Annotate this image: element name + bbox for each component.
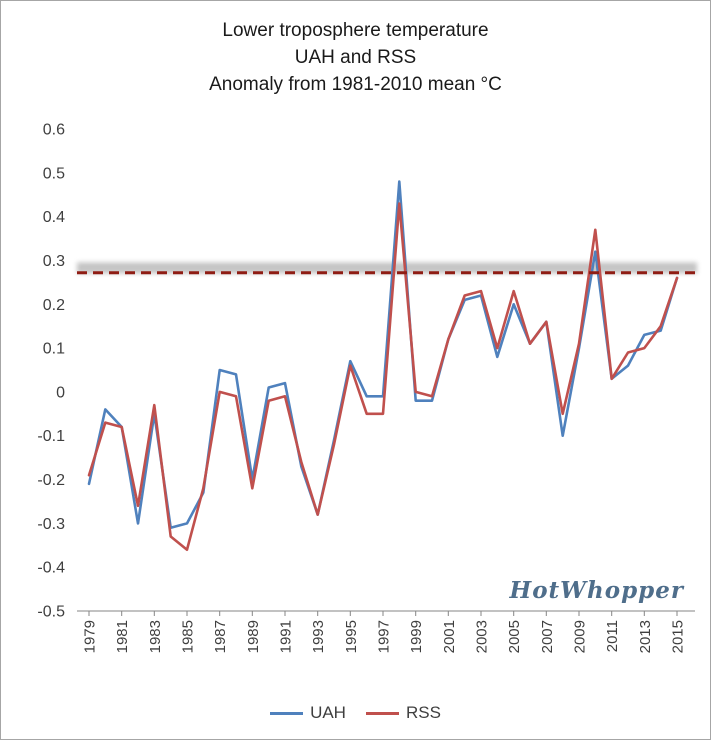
- watermark: HotWhopper: [509, 577, 684, 604]
- chart-title-line3: Anomaly from 1981-2010 mean °C: [209, 74, 502, 95]
- uah-line-swatch: [270, 711, 304, 715]
- y-axis-label: -0.3: [37, 516, 65, 533]
- y-axis-label: -0.5: [37, 604, 65, 621]
- x-axis-label: 1991: [278, 620, 295, 653]
- x-axis-label: 2005: [506, 620, 523, 653]
- legend-label-rss: RSS: [405, 703, 441, 722]
- x-axis-label: 2001: [441, 620, 458, 653]
- x-axis-label: 1993: [310, 620, 327, 653]
- legend: UAH RSS: [1, 703, 710, 723]
- x-axis-label: 1987: [212, 620, 229, 653]
- chart-title-line2: UAH and RSS: [294, 47, 417, 68]
- legend-item-rss: RSS: [365, 703, 441, 723]
- y-axis-label: -0.2: [37, 472, 65, 489]
- legend-item-uah: UAH: [270, 703, 346, 723]
- y-axis-label: -0.4: [37, 560, 65, 577]
- y-axis-label: 0.2: [43, 297, 65, 314]
- x-axis-label: 1985: [180, 620, 197, 653]
- x-axis-label: 1983: [147, 620, 164, 653]
- series-line-rss: [87, 202, 679, 552]
- x-axis-label: 1989: [245, 620, 262, 653]
- rss-line-swatch: [365, 711, 399, 715]
- legend-label-uah: UAH: [310, 703, 346, 722]
- x-axis-label: 2003: [474, 620, 491, 653]
- gray-reference-band: [77, 262, 697, 274]
- x-axis-label: 1999: [408, 620, 425, 653]
- x-axis-label: 2015: [670, 620, 687, 653]
- y-axis-label: 0.4: [43, 209, 65, 226]
- x-axis-label: 1995: [343, 620, 360, 653]
- y-axis-label: 0.6: [43, 122, 65, 139]
- x-axis-label: 1997: [376, 620, 393, 653]
- x-axis-label: 2009: [572, 620, 589, 653]
- y-axis-label: 0.3: [43, 253, 65, 270]
- x-axis-label: 2007: [539, 620, 556, 653]
- y-axis-label: -0.1: [37, 428, 65, 445]
- x-axis-label: 1979: [82, 620, 99, 653]
- x-axis-label: 2011: [604, 620, 621, 652]
- series-line-uah: [87, 180, 679, 530]
- y-axis-label: 0.1: [43, 341, 65, 358]
- chart-title: Lower troposphere temperature UAH and RS…: [1, 17, 710, 98]
- chart-title-line1: Lower troposphere temperature: [222, 20, 489, 41]
- y-axis-label: 0: [56, 384, 65, 401]
- y-axis-label: 0.5: [43, 165, 65, 182]
- x-axis-label: 2013: [637, 620, 654, 653]
- x-axis-label: 1981: [114, 620, 131, 653]
